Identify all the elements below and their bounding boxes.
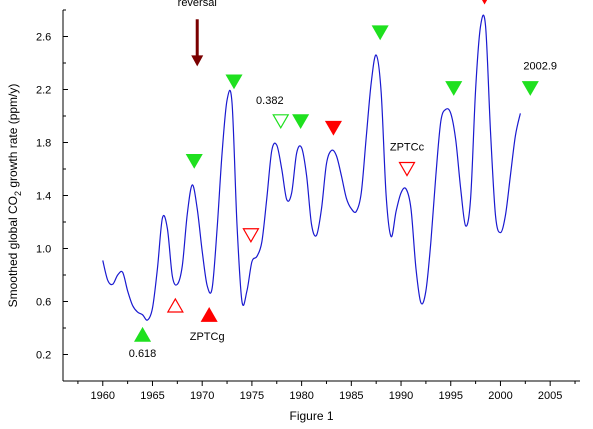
markers <box>133 0 539 342</box>
triangle-down-marker <box>521 81 539 96</box>
y-tick-label: 2.6 <box>36 32 51 44</box>
annotation-label: 0.382 <box>256 95 284 107</box>
triangle-up-marker <box>200 307 218 322</box>
y-axis-label: Smoothed global CO2 growth rate (ppm/y) <box>6 84 23 308</box>
x-tick-label: 1985 <box>339 390 363 402</box>
triangle-down-marker <box>242 228 260 243</box>
phase-reversal-arrow <box>191 19 204 67</box>
triangle-down-marker <box>481 0 488 5</box>
triangle-up-marker <box>166 297 184 313</box>
annotation-label: 2002.9 <box>523 61 557 73</box>
y-tick-label: 1.4 <box>36 191 51 203</box>
y-tick-label: 1.8 <box>36 138 51 150</box>
triangle-down-marker <box>324 120 342 136</box>
y-tick-label: 0.6 <box>36 297 51 309</box>
triangle-down-marker <box>445 81 463 96</box>
axes <box>62 10 580 382</box>
x-tick-label: 1990 <box>389 390 413 402</box>
annotation-label: reversal <box>178 0 217 9</box>
y-tick-label: 0.2 <box>36 350 51 362</box>
x-tick-label: 1995 <box>439 390 463 402</box>
arrow-head <box>191 55 204 67</box>
x-tick-label: 1960 <box>91 390 115 402</box>
triangle-down-marker <box>272 114 290 130</box>
x-tick-label: 1975 <box>240 390 264 402</box>
triangle-down-marker <box>185 153 203 169</box>
x-axis-label: Figure 1 <box>289 409 333 423</box>
triangle-down-marker <box>371 25 389 41</box>
x-tick-label: 1970 <box>190 390 214 402</box>
annotation-label: ZPTCc <box>390 141 425 153</box>
triangle-down-marker <box>398 161 416 177</box>
annotation-label: 0.618 <box>129 348 157 360</box>
x-tick-label: 1965 <box>140 390 164 402</box>
triangle-up-marker <box>133 326 152 342</box>
annotation-label: ZPTCg <box>190 331 225 343</box>
x-tick-label: 1980 <box>289 390 313 402</box>
co2-growth-line <box>102 14 521 321</box>
y-tick-label: 1.0 <box>36 244 51 256</box>
x-tick-label: 2000 <box>488 390 512 402</box>
x-tick-label: 2005 <box>538 390 562 402</box>
x-ticks: 1960 1965 1970 1975 1980 1985 1990 1995 2000 2005 <box>77 381 576 402</box>
y-tick-label: 2.2 <box>36 85 51 97</box>
y-ticks: 0.2 0.6 1.0 1.4 1.8 2.2 2.6 <box>36 9 68 362</box>
triangle-down-marker <box>292 114 310 130</box>
triangle-down-marker <box>225 74 243 90</box>
